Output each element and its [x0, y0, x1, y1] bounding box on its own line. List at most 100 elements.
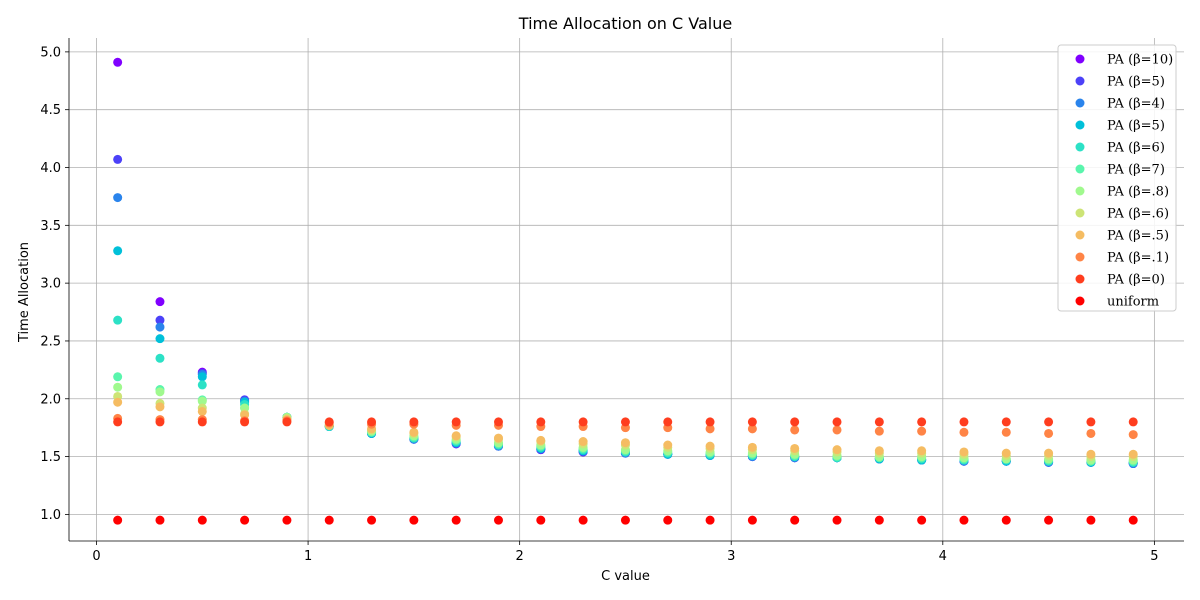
series-11: [113, 515, 1138, 525]
data-point: [1128, 417, 1138, 427]
data-point: [113, 246, 123, 256]
series-10: [113, 417, 1138, 427]
data-point: [1086, 428, 1096, 438]
data-point: [917, 417, 927, 427]
data-point: [790, 417, 800, 427]
data-point: [536, 515, 546, 525]
data-point: [1044, 417, 1054, 427]
data-point: [493, 515, 503, 525]
data-point: [1128, 430, 1138, 440]
data-point: [620, 438, 630, 448]
data-point: [367, 515, 377, 525]
legend-label: PA (β=0): [1107, 273, 1165, 288]
data-point: [324, 515, 334, 525]
axes: [68, 38, 1184, 542]
legend-label: PA (β=6): [1107, 141, 1165, 156]
data-point: [747, 442, 757, 452]
data-point: [1044, 515, 1054, 525]
legend-label: PA (β=4): [1107, 97, 1165, 112]
data-point: [1001, 515, 1011, 525]
legend-label: PA (β=5): [1107, 119, 1165, 134]
data-point: [113, 417, 123, 427]
data-point: [197, 515, 207, 525]
y-tick-label: 3.5: [40, 219, 61, 234]
y-tick-label: 5.0: [40, 45, 61, 60]
data-point: [493, 417, 503, 427]
data-point: [536, 435, 546, 445]
legend-label: PA (β=.6): [1107, 207, 1169, 222]
legend-marker: [1075, 76, 1085, 86]
y-tick-label: 2.5: [40, 334, 61, 349]
data-point: [832, 515, 842, 525]
chart-title: Time Allocation on C Value: [518, 14, 732, 33]
y-tick-label: 2.0: [40, 392, 61, 407]
data-point: [155, 417, 165, 427]
data-point: [113, 154, 123, 164]
data-point: [493, 433, 503, 443]
data-point: [790, 515, 800, 525]
data-point: [620, 417, 630, 427]
grid-lines: [69, 38, 1184, 541]
data-point: [832, 425, 842, 435]
data-point: [197, 380, 207, 390]
data-point: [1086, 449, 1096, 459]
legend: PA (β=10) PA (β=5) PA (β=4) PA (β=5) PA (β=6…: [1057, 44, 1177, 312]
data-point: [1086, 417, 1096, 427]
legend-marker: [1075, 186, 1085, 196]
data-point: [959, 515, 969, 525]
data-point: [155, 322, 165, 332]
data-point: [409, 427, 419, 437]
data-point: [1001, 417, 1011, 427]
legend-label: uniform: [1107, 295, 1159, 310]
data-point: [536, 417, 546, 427]
x-axis-label: C value: [601, 569, 650, 584]
y-tick-label: 4.5: [40, 103, 61, 118]
data-point: [790, 425, 800, 435]
data-point: [1001, 427, 1011, 437]
data-point: [155, 315, 165, 325]
legend-box: [1057, 44, 1177, 312]
data-point: [790, 443, 800, 453]
data-point: [197, 406, 207, 416]
legend-label: PA (β=5): [1107, 75, 1165, 90]
data-point: [113, 397, 123, 407]
data-point: [705, 515, 715, 525]
data-point: [747, 424, 757, 434]
data-point: [113, 372, 123, 382]
data-point: [240, 417, 250, 427]
data-point: [1086, 515, 1096, 525]
x-tick-label: 1: [304, 549, 312, 564]
data-point: [578, 437, 588, 447]
legend-label: PA (β=.8): [1107, 185, 1169, 200]
data-point: [832, 417, 842, 427]
data-point: [663, 515, 673, 525]
legend-marker: [1075, 142, 1085, 152]
data-point: [282, 417, 292, 427]
x-tick-label: 3: [727, 549, 735, 564]
data-point: [155, 402, 165, 412]
data-point: [409, 515, 419, 525]
data-point: [705, 417, 715, 427]
data-point: [451, 417, 461, 427]
data-point: [620, 515, 630, 525]
data-point: [155, 515, 165, 525]
data-point: [155, 334, 165, 344]
legend-marker: [1075, 208, 1085, 218]
data-point: [874, 515, 884, 525]
data-point: [663, 417, 673, 427]
data-point: [917, 446, 927, 456]
series-0: [113, 57, 1138, 469]
data-point: [663, 440, 673, 450]
data-point: [1128, 449, 1138, 459]
y-tick-label: 3.0: [40, 277, 61, 292]
legend-marker: [1075, 164, 1085, 174]
data-point: [197, 396, 207, 406]
data-point: [282, 515, 292, 525]
data-point: [1128, 515, 1138, 525]
legend-marker: [1075, 296, 1085, 306]
data-point: [113, 515, 123, 525]
data-point: [155, 297, 165, 307]
series-3: [113, 246, 1138, 467]
data-point: [959, 427, 969, 437]
